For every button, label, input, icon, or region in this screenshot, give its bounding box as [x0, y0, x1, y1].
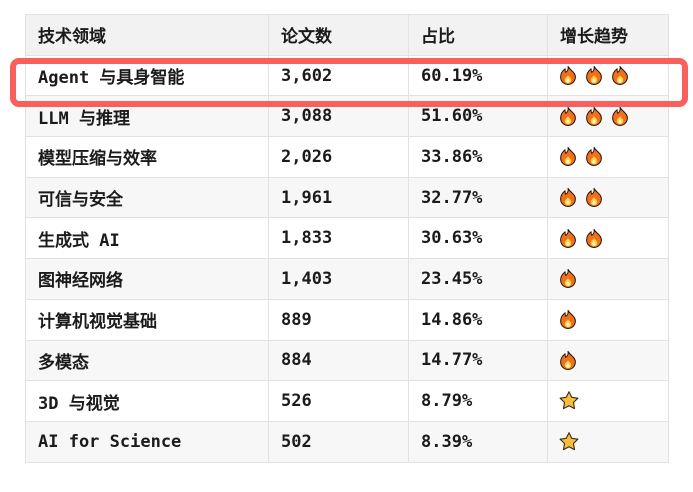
field-cell: LLM 与推理 [25, 95, 269, 138]
table-row: 生成式 AI 1,833 30.63% [25, 217, 669, 260]
trend-icons [558, 431, 662, 453]
star-icon [558, 390, 580, 412]
trend-cell [547, 136, 669, 178]
trend-cell [547, 54, 669, 97]
papers-cell: 3,088 [268, 95, 409, 138]
papers-cell: 884 [268, 339, 409, 382]
share-cell: 14.77% [408, 339, 548, 382]
share-cell: 60.19% [408, 54, 548, 97]
column-header-share: 占比 [408, 14, 548, 56]
share-cell: 33.86% [408, 136, 548, 178]
table-row: Agent 与具身智能 3,602 60.19% [25, 54, 669, 97]
trend-icons [558, 308, 662, 331]
table-row: AI for Science 502 8.39% [25, 420, 669, 463]
fire-icon [558, 186, 578, 209]
fire-icon [610, 105, 630, 128]
share-cell: 32.77% [408, 176, 548, 219]
column-header-field: 技术领域 [25, 14, 269, 56]
field-cell: AI for Science [25, 420, 269, 463]
share-cell: 51.60% [408, 95, 548, 138]
header-row: 技术领域 论文数 占比 增长趋势 [25, 14, 669, 56]
fire-icon [558, 145, 578, 168]
table-row: LLM 与推理 3,088 51.60% [25, 95, 669, 138]
column-header-papers: 论文数 [268, 14, 409, 56]
column-header-trend: 增长趋势 [547, 14, 669, 56]
papers-cell: 2,026 [268, 136, 409, 178]
field-cell: 3D 与视觉 [25, 380, 269, 422]
field-cell: 生成式 AI [25, 217, 269, 260]
trend-cell [547, 380, 669, 422]
field-cell: 计算机视觉基础 [25, 298, 269, 341]
table-row: 模型压缩与效率 2,026 33.86% [25, 136, 669, 178]
trend-cell [547, 420, 669, 463]
fire-icon [558, 227, 578, 250]
trend-icons [558, 227, 662, 250]
fire-icon [584, 105, 604, 128]
trend-cell [547, 95, 669, 138]
fire-icon [558, 267, 578, 290]
papers-cell: 1,961 [268, 176, 409, 219]
trend-icons [558, 145, 662, 168]
fire-icon [584, 145, 604, 168]
share-cell: 8.79% [408, 380, 548, 422]
share-cell: 14.86% [408, 298, 548, 341]
trend-cell [547, 339, 669, 382]
trend-icons [558, 64, 662, 87]
table-header: 技术领域 论文数 占比 增长趋势 [25, 14, 669, 56]
fire-icon [584, 64, 604, 87]
fire-icon [558, 105, 578, 128]
field-cell: 模型压缩与效率 [25, 136, 269, 178]
trend-icons [558, 105, 662, 128]
trend-icons [558, 390, 662, 412]
field-cell: 图神经网络 [25, 258, 269, 300]
fire-icon [558, 308, 578, 331]
trend-cell [547, 258, 669, 300]
papers-cell: 3,602 [268, 54, 409, 97]
trend-cell [547, 176, 669, 219]
share-cell: 23.45% [408, 258, 548, 300]
fire-icon [558, 349, 578, 372]
papers-cell: 1,403 [268, 258, 409, 300]
share-cell: 30.63% [408, 217, 548, 260]
field-cell: 可信与安全 [25, 176, 269, 219]
fire-icon [610, 64, 630, 87]
papers-cell: 502 [268, 420, 409, 463]
field-cell: Agent 与具身智能 [25, 54, 269, 97]
table-row: 多模态 884 14.77% [25, 339, 669, 382]
field-cell: 多模态 [25, 339, 269, 382]
tech-fields-table-wrap: 技术领域 论文数 占比 增长趋势 Agent 与具身智能 3,602 60.19… [25, 14, 669, 463]
papers-cell: 1,833 [268, 217, 409, 260]
papers-cell: 889 [268, 298, 409, 341]
table-body: Agent 与具身智能 3,602 60.19% LLM 与推理 3,088 5… [25, 54, 669, 463]
trend-cell [547, 217, 669, 260]
table-row: 计算机视觉基础 889 14.86% [25, 298, 669, 341]
trend-cell [547, 298, 669, 341]
table-row: 可信与安全 1,961 32.77% [25, 176, 669, 219]
star-icon [558, 431, 580, 453]
table-row: 3D 与视觉 526 8.79% [25, 380, 669, 422]
tech-fields-table: 技术领域 论文数 占比 增长趋势 Agent 与具身智能 3,602 60.19… [25, 14, 669, 463]
trend-icons [558, 267, 662, 290]
fire-icon [584, 186, 604, 209]
papers-cell: 526 [268, 380, 409, 422]
fire-icon [584, 227, 604, 250]
table-row: 图神经网络 1,403 23.45% [25, 258, 669, 300]
fire-icon [558, 64, 578, 87]
trend-icons [558, 349, 662, 372]
trend-icons [558, 186, 662, 209]
share-cell: 8.39% [408, 420, 548, 463]
